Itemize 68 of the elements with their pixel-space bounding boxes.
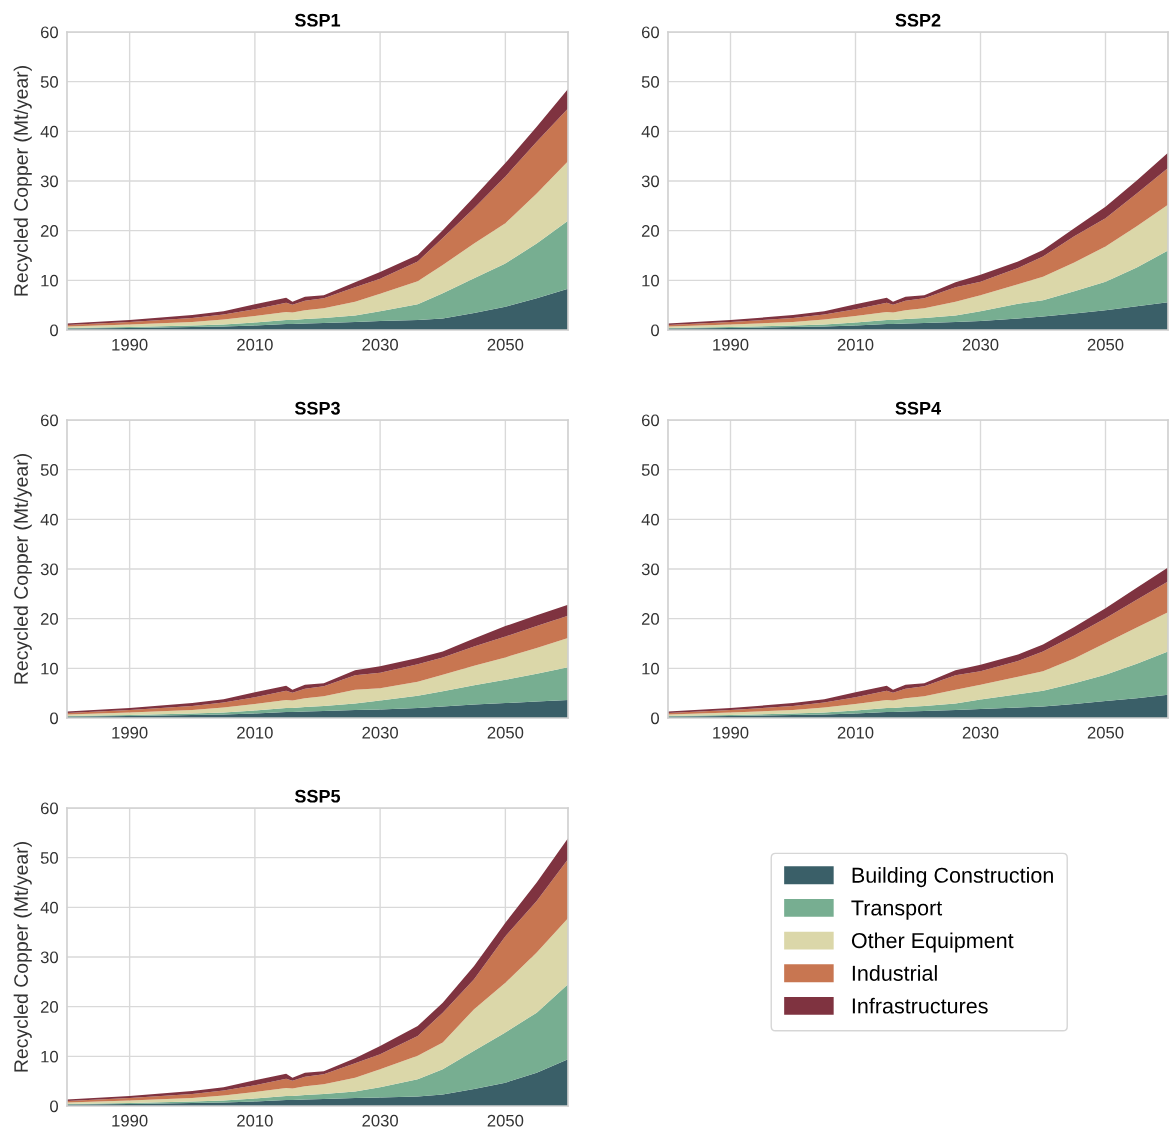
y-tick-label: 20	[641, 225, 660, 237]
x-tick-label: 2050	[487, 338, 524, 351]
y-tick-label: 30	[40, 175, 59, 188]
y-tick-label: 40	[641, 513, 660, 526]
y-tick-label: 40	[40, 125, 59, 138]
chart-title: SSP3	[294, 401, 340, 415]
x-tick-label: 2030	[962, 338, 999, 351]
y-tick-label: 10	[41, 274, 59, 287]
x-tick-label: 2050	[487, 726, 524, 739]
y-tick-label: 60	[40, 26, 59, 39]
y-axis-title: Recycled Copper (Mt/year)	[13, 66, 32, 296]
y-tick-label: 10	[642, 274, 660, 287]
y-tick-label: 30	[40, 563, 59, 576]
y-tick-label: 0	[50, 1100, 59, 1113]
x-tick-label: 1990	[112, 1114, 148, 1127]
y-tick-label: 0	[50, 712, 59, 725]
x-tick-label: 2050	[1087, 726, 1124, 739]
x-tick-label: 1990	[713, 726, 749, 739]
x-tick-label: 2010	[837, 726, 874, 739]
x-tick-label: 1990	[112, 338, 148, 351]
chart-title: SSP1	[294, 13, 341, 27]
y-tick-label: 60	[40, 414, 59, 427]
x-tick-label: 2030	[962, 726, 999, 739]
y-tick-label: 50	[641, 76, 660, 88]
y-tick-label: 10	[41, 662, 59, 675]
legend-label: Transport	[851, 900, 943, 920]
y-tick-label: 60	[40, 802, 59, 815]
y-tick-label: 40	[641, 125, 660, 138]
y-tick-label: 20	[641, 613, 660, 625]
x-tick-label: 2010	[237, 1114, 273, 1127]
x-tick-label: 1990	[713, 338, 749, 351]
y-tick-label: 40	[40, 901, 59, 914]
x-tick-label: 2030	[362, 1114, 399, 1127]
y-axis-title: Recycled Copper (Mt/year)	[13, 454, 32, 684]
x-tick-label: 2050	[1087, 338, 1124, 351]
x-tick-label: 2010	[237, 726, 273, 739]
y-tick-label: 10	[642, 662, 660, 675]
y-tick-label: 50	[40, 76, 59, 88]
y-axis-title: Recycled Copper (Mt/year)	[13, 842, 32, 1072]
chart-title: SSP5	[294, 789, 341, 803]
y-tick-label: 30	[641, 175, 660, 188]
chart-title: SSP4	[895, 401, 941, 415]
legend-label: Other Equipment	[851, 932, 1014, 953]
y-tick-label: 60	[641, 414, 660, 427]
x-tick-label: 2030	[362, 726, 399, 739]
y-tick-label: 20	[40, 613, 59, 625]
y-tick-label: 0	[651, 324, 660, 337]
legend-label: Industrial	[852, 965, 937, 981]
y-tick-label: 20	[40, 225, 59, 237]
x-tick-label: 1990	[112, 726, 148, 739]
y-tick-label: 40	[40, 513, 59, 526]
x-tick-label: 2050	[487, 1114, 524, 1127]
y-tick-label: 60	[641, 26, 660, 39]
y-tick-label: 30	[641, 563, 660, 576]
legend-label: Building Construction	[852, 867, 1053, 888]
x-tick-label: 2030	[362, 338, 399, 351]
chart-title: SSP2	[895, 13, 941, 27]
y-tick-label: 0	[50, 324, 59, 337]
y-tick-label: 0	[651, 712, 660, 725]
y-tick-label: 50	[40, 852, 59, 864]
x-tick-label: 2010	[837, 338, 874, 351]
y-tick-label: 50	[641, 464, 660, 476]
y-tick-label: 20	[40, 1001, 59, 1013]
y-tick-label: 10	[41, 1050, 59, 1063]
y-tick-label: 30	[40, 951, 59, 964]
x-tick-label: 2010	[237, 338, 273, 351]
y-tick-label: 50	[40, 464, 59, 476]
legend-label: Infrastructures	[852, 997, 988, 1014]
